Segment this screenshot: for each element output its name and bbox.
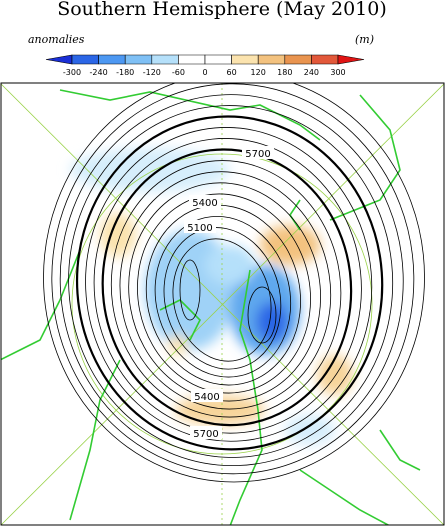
colorbar-tick-label: 240: [304, 68, 319, 77]
contours: [43, 83, 425, 483]
contour: [110, 160, 342, 418]
colorbar-tick-label: -240: [90, 68, 108, 77]
contour-label: 5400: [192, 198, 217, 209]
contour: [75, 115, 384, 451]
colorbar-tick-label: 120: [251, 68, 266, 77]
contour-label: 5100: [187, 223, 212, 234]
contour: [51, 83, 415, 475]
contour-labels: 5700 5400 5100 5400 5700: [184, 146, 274, 440]
colorbar-segment: [231, 54, 259, 65]
colorbar-segment: [124, 54, 153, 65]
map: [1, 83, 444, 525]
map-frame: [0, 82, 445, 526]
contour: [154, 215, 292, 378]
colorbar-segment: [337, 54, 365, 65]
contour-label: 5700: [245, 149, 270, 160]
colorbar-tick-label: -120: [143, 68, 161, 77]
colorbar-segment: [178, 54, 206, 65]
contour: [93, 138, 362, 434]
contour: [68, 105, 394, 458]
colorbar-tick-label: 300: [330, 68, 345, 77]
colorbar-segment: [204, 54, 232, 65]
contour-label-bg: [190, 426, 222, 439]
contour: [59, 94, 404, 467]
colorbar-segment: [311, 54, 339, 65]
contour: [172, 238, 272, 362]
contour: [128, 182, 321, 402]
colorbar-tick-label: 0: [202, 68, 207, 77]
colorbar-segment: [257, 54, 286, 65]
anomaly-shading: [70, 148, 353, 445]
colorbar-tick-label: 60: [227, 68, 237, 77]
contour: [101, 148, 353, 427]
contour-label-bg: [189, 195, 221, 208]
colorbar: -300 -240 -180 -120 -60 0 60 120 180 240 300: [45, 54, 365, 77]
colorbar-tick-label: 180: [277, 68, 292, 77]
colorbar-tick-label: -60: [172, 68, 185, 77]
contour-label: 5400: [194, 392, 219, 403]
colorbar-segment: [71, 54, 99, 65]
colorbar-segment: [45, 54, 73, 65]
colorbar-label: anomalies: [28, 33, 85, 46]
contour-label-bg: [191, 389, 223, 402]
colorbar-tick-label: -300: [63, 68, 81, 77]
contour: [247, 286, 277, 344]
contour-label: 5700: [193, 429, 218, 440]
contour: [85, 127, 373, 442]
colorbar-segment: [284, 54, 312, 65]
grid: [1, 83, 444, 525]
colorbar-segment: [98, 54, 126, 65]
contour: [179, 259, 201, 321]
contour-label-bg: [242, 146, 274, 159]
colorbar-tick-label: -180: [116, 68, 134, 77]
contour: [119, 171, 332, 410]
contour: [43, 83, 425, 483]
contour-label-bg: [184, 220, 216, 233]
colorbar-units: (m): [355, 33, 374, 46]
colorbar-segment: [151, 54, 179, 65]
title: Southern Hemisphere (May 2010): [57, 0, 387, 20]
